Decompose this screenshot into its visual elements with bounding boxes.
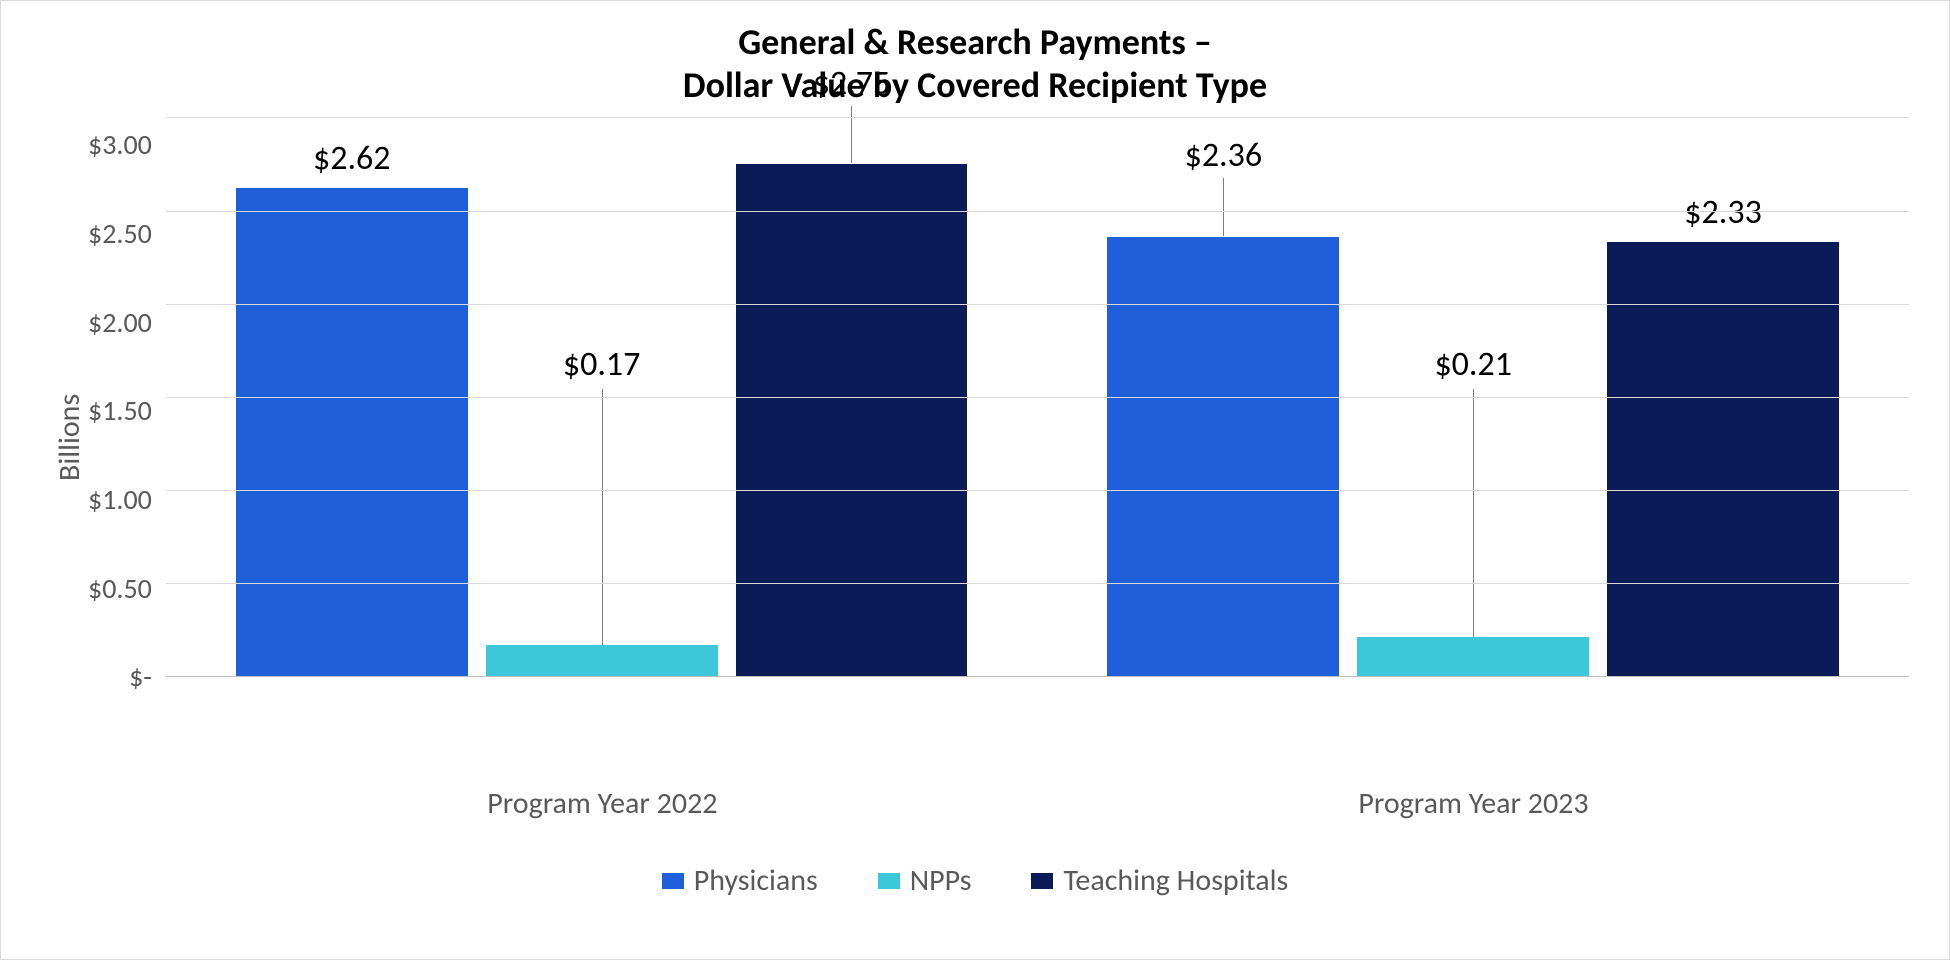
y-tick: $1.00 — [88, 486, 152, 514]
leader-line — [851, 106, 852, 163]
legend-swatch — [878, 873, 900, 889]
chart-title-line1: General & Research Payments – — [41, 21, 1909, 64]
y-tick: $1.50 — [88, 397, 152, 425]
legend-item: Physicians — [662, 862, 818, 899]
legend-label: Physicians — [694, 862, 818, 899]
data-label: $2.75 — [813, 63, 891, 104]
legend-swatch — [662, 873, 684, 889]
data-label: $2.33 — [1684, 192, 1762, 233]
gridline — [166, 117, 1909, 118]
chart-body: Billions $3.00 $2.50 $2.00 $1.50 $1.00 $0.50 $… — [41, 117, 1909, 757]
y-tick: $- — [88, 663, 152, 691]
x-axis-label: Program Year 2023 — [1038, 757, 1909, 822]
y-axis-ticks: $3.00$2.50$2.00$1.50$1.00$0.50$- — [88, 117, 166, 677]
legend-item: NPPs — [878, 862, 972, 899]
bar — [486, 645, 718, 677]
bar — [1607, 242, 1839, 676]
x-axis-spacer — [41, 757, 167, 822]
legend: Physicians NPPs Teaching Hospitals — [41, 862, 1909, 899]
plot-area: $2.62$0.17$2.75$2.36$0.21$2.33 — [166, 117, 1909, 677]
data-label: $2.36 — [1185, 135, 1263, 176]
gridline — [166, 583, 1909, 584]
x-axis-labels: Program Year 2022Program Year 2023 — [167, 757, 1909, 822]
chart-title-line2: Dollar Value by Covered Recipient Type — [41, 64, 1909, 107]
bar — [736, 164, 968, 676]
y-axis-label: Billions — [41, 117, 88, 757]
legend-item: Teaching Hospitals — [1031, 862, 1288, 899]
data-label: $0.17 — [563, 344, 641, 385]
legend-swatch — [1031, 873, 1053, 889]
leader-line — [1473, 389, 1474, 637]
y-tick: $2.50 — [88, 220, 152, 248]
x-axis: Program Year 2022Program Year 2023 — [41, 757, 1909, 822]
y-tick: $2.00 — [88, 309, 152, 337]
chart-container: General & Research Payments – Dollar Val… — [0, 0, 1950, 960]
gridline — [166, 304, 1909, 305]
gridline — [166, 211, 1909, 212]
data-label: $0.21 — [1434, 344, 1512, 385]
gridline — [166, 490, 1909, 491]
x-axis-label: Program Year 2022 — [167, 757, 1038, 822]
bar — [1357, 637, 1589, 676]
chart-title: General & Research Payments – Dollar Val… — [41, 21, 1909, 107]
legend-label: NPPs — [910, 862, 972, 899]
legend-label: Teaching Hospitals — [1063, 862, 1288, 899]
data-label: $2.62 — [313, 138, 391, 179]
leader-line — [602, 389, 603, 644]
y-tick: $3.00 — [88, 131, 152, 159]
bar — [1107, 237, 1339, 677]
leader-line — [1223, 178, 1224, 236]
bar — [236, 188, 468, 676]
y-tick: $0.50 — [88, 575, 152, 603]
gridline — [166, 397, 1909, 398]
